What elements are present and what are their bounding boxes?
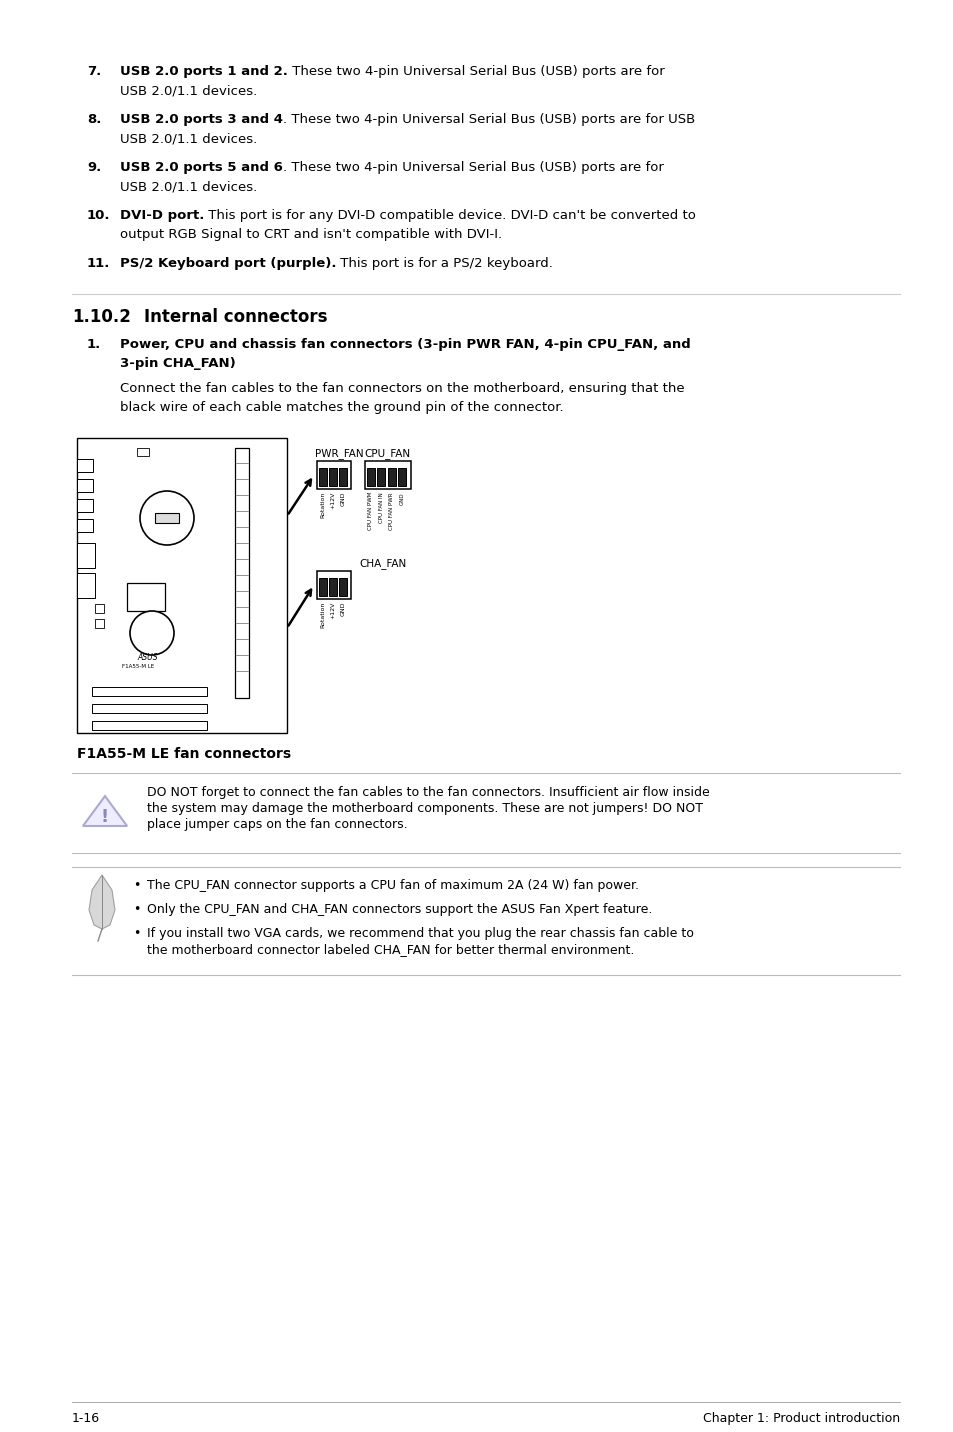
Bar — [77, 478, 92, 493]
Text: Connect the fan cables to the fan connectors on the motherboard, ensuring that t: Connect the fan cables to the fan connec… — [120, 382, 684, 395]
Bar — [95, 619, 104, 629]
Text: +12V: +12V — [330, 601, 335, 620]
Text: CPU FAN IN: CPU FAN IN — [378, 493, 384, 523]
Text: PWR_FAN: PWR_FAN — [314, 448, 363, 458]
Text: USB 2.0/1.1 devices.: USB 2.0/1.1 devices. — [120, 84, 257, 97]
Text: The CPU_FAN connector supports a CPU fan of maximum 2A (24 W) fan power.: The CPU_FAN connector supports a CPU fan… — [147, 879, 639, 892]
Text: F1A55-M LE: F1A55-M LE — [122, 664, 154, 669]
Text: •: • — [132, 904, 140, 916]
Bar — [316, 571, 351, 599]
Text: output RGB Signal to CRT and isn't compatible with DVI-I.: output RGB Signal to CRT and isn't compa… — [120, 228, 501, 241]
Bar — [338, 579, 347, 596]
Text: GND: GND — [340, 601, 345, 617]
Text: 1.10.2: 1.10.2 — [71, 308, 131, 326]
Text: Rotation: Rotation — [320, 493, 325, 518]
Text: 11.: 11. — [87, 256, 111, 271]
Bar — [77, 518, 92, 533]
Text: 9.: 9. — [87, 160, 101, 175]
Bar — [398, 468, 406, 485]
Bar — [318, 579, 327, 596]
Bar — [329, 579, 336, 596]
Text: 10.: 10. — [87, 209, 111, 222]
Bar — [318, 468, 327, 485]
Text: PS/2 Keyboard port (purple).: PS/2 Keyboard port (purple). — [120, 256, 336, 271]
Text: 3-pin CHA_FAN): 3-pin CHA_FAN) — [120, 357, 235, 369]
Text: This port is for a PS/2 keyboard.: This port is for a PS/2 keyboard. — [336, 256, 553, 271]
Bar — [377, 468, 385, 485]
Text: USB 2.0 ports 1 and 2.: USB 2.0 ports 1 and 2. — [120, 64, 288, 77]
Text: DVI-D port.: DVI-D port. — [120, 209, 204, 222]
Text: GND: GND — [399, 493, 405, 504]
Text: !: ! — [101, 808, 109, 826]
Bar — [77, 543, 95, 569]
Bar — [338, 468, 347, 485]
Text: USB 2.0 ports 5 and 6: USB 2.0 ports 5 and 6 — [120, 160, 283, 175]
Text: place jumper caps on the fan connectors.: place jumper caps on the fan connectors. — [147, 818, 407, 831]
Text: •: • — [132, 879, 140, 892]
Text: Chapter 1: Product introduction: Chapter 1: Product introduction — [702, 1412, 899, 1425]
Text: USB 2.0/1.1 devices.: USB 2.0/1.1 devices. — [120, 132, 257, 145]
Text: CPU FAN PWM: CPU FAN PWM — [368, 493, 374, 530]
Text: USB 2.0 ports 3 and 4: USB 2.0 ports 3 and 4 — [120, 113, 283, 126]
Text: F1A55-M LE fan connectors: F1A55-M LE fan connectors — [77, 748, 291, 760]
Text: Internal connectors: Internal connectors — [144, 308, 327, 326]
Bar — [91, 720, 207, 730]
Bar — [77, 460, 92, 473]
Bar — [234, 448, 249, 697]
Circle shape — [140, 491, 193, 546]
Bar — [95, 604, 104, 613]
Text: These two 4-pin Universal Serial Bus (USB) ports are for: These two 4-pin Universal Serial Bus (US… — [288, 64, 664, 77]
Bar — [77, 498, 92, 513]
Text: 7.: 7. — [87, 64, 101, 77]
Text: Only the CPU_FAN and CHA_FAN connectors support the ASUS Fan Xpert feature.: Only the CPU_FAN and CHA_FAN connectors … — [147, 904, 652, 916]
Text: . These two 4-pin Universal Serial Bus (USB) ports are for: . These two 4-pin Universal Serial Bus (… — [283, 160, 663, 175]
Text: ASUS: ASUS — [137, 653, 157, 662]
Bar — [329, 468, 336, 485]
Text: black wire of each cable matches the ground pin of the connector.: black wire of each cable matches the gro… — [120, 401, 563, 414]
Text: . These two 4-pin Universal Serial Bus (USB) ports are for USB: . These two 4-pin Universal Serial Bus (… — [283, 113, 695, 126]
Text: GND: GND — [340, 493, 345, 507]
Bar — [316, 461, 351, 488]
Text: the motherboard connector labeled CHA_FAN for better thermal environment.: the motherboard connector labeled CHA_FA… — [147, 944, 634, 957]
Text: If you install two VGA cards, we recommend that you plug the rear chassis fan ca: If you install two VGA cards, we recomme… — [147, 927, 693, 939]
Bar — [137, 448, 149, 455]
Text: 8.: 8. — [87, 113, 101, 126]
Bar — [127, 583, 165, 611]
Text: This port is for any DVI-D compatible device. DVI-D can't be converted to: This port is for any DVI-D compatible de… — [204, 209, 696, 222]
Text: +12V: +12V — [330, 493, 335, 510]
Text: CHA_FAN: CHA_FAN — [358, 558, 406, 569]
Bar — [365, 461, 411, 488]
Text: DO NOT forget to connect the fan cables to the fan connectors. Insufficient air : DO NOT forget to connect the fan cables … — [147, 786, 709, 799]
Text: 1-16: 1-16 — [71, 1412, 100, 1425]
Text: CPU FAN PWR: CPU FAN PWR — [389, 493, 395, 530]
Bar — [154, 513, 179, 523]
Circle shape — [130, 611, 173, 654]
Polygon shape — [89, 875, 115, 929]
Text: CPU_FAN: CPU_FAN — [364, 448, 410, 458]
Bar — [388, 468, 395, 485]
Bar — [77, 438, 287, 733]
Text: •: • — [132, 927, 140, 939]
Polygon shape — [83, 796, 127, 826]
Bar — [77, 573, 95, 599]
Text: 1.: 1. — [87, 338, 101, 351]
Text: Power, CPU and chassis fan connectors (3-pin PWR FAN, 4-pin CPU_FAN, and: Power, CPU and chassis fan connectors (3… — [120, 338, 690, 351]
Text: USB 2.0/1.1 devices.: USB 2.0/1.1 devices. — [120, 180, 257, 193]
Bar — [91, 687, 207, 696]
Bar — [91, 705, 207, 713]
Text: the system may damage the motherboard components. These are not jumpers! DO NOT: the system may damage the motherboard co… — [147, 802, 702, 815]
Text: Rotation: Rotation — [320, 601, 325, 629]
Bar — [367, 468, 375, 485]
